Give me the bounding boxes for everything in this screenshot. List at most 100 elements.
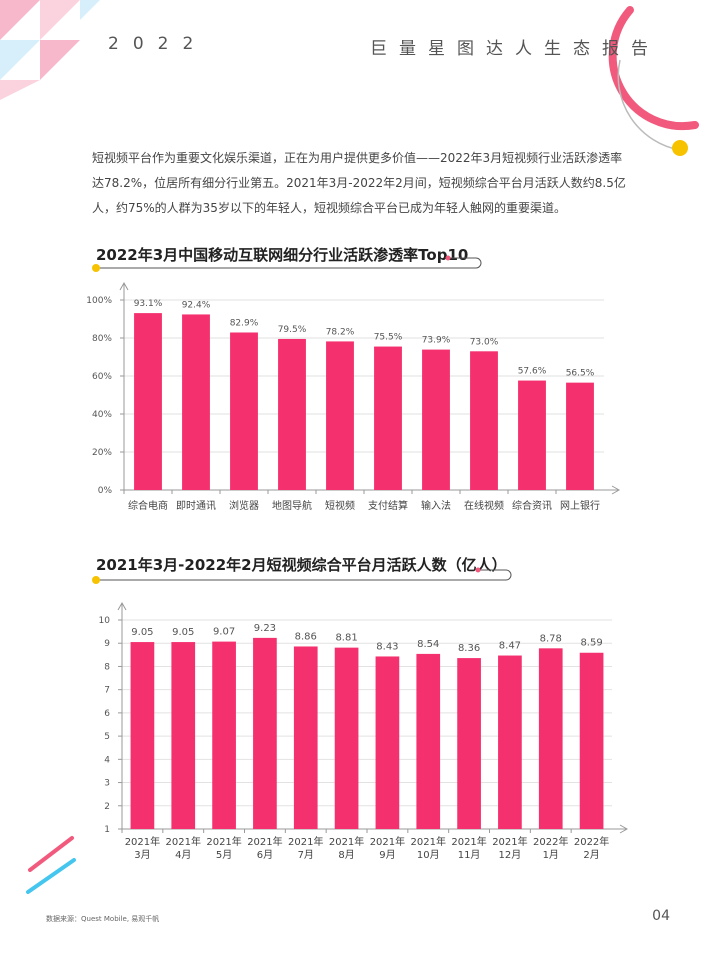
chart2-category-label: 2022年 (533, 835, 568, 848)
chart2-ytick-label: 9 (104, 639, 110, 649)
chart1-bar (182, 314, 210, 490)
chart2-ytick-label: 6 (104, 709, 110, 719)
chart1-ytick-label: 0% (98, 486, 113, 496)
chart2-category-label: 8月 (338, 849, 354, 861)
chart1-category-label: 综合电商 (128, 499, 168, 512)
chart1-ytick-label: 40% (92, 410, 112, 420)
chart1-ytick-label: 60% (92, 372, 112, 382)
chart2-value-label: 9.05 (172, 627, 194, 638)
header-year: 2022 (108, 34, 208, 54)
corner-triangles-decoration (0, 0, 100, 100)
chart2-bar (130, 642, 155, 829)
chart2-category-label: 2月 (583, 849, 599, 861)
chart2-ytick-label: 8 (104, 662, 110, 672)
chart1-value-label: 57.6% (518, 367, 547, 377)
chart2-category-label: 4月 (175, 849, 191, 861)
chart2-category-label: 2021年 (329, 835, 364, 848)
chart2-category-label: 2021年 (492, 835, 527, 848)
chart1-y-axis-arrow (119, 281, 129, 291)
chart2-category-label: 2021年 (125, 835, 160, 848)
chart1-value-label: 73.0% (470, 337, 499, 347)
chart2-value-label: 9.07 (213, 627, 235, 638)
chart2-category-label: 10月 (417, 849, 440, 861)
chart2-category-label: 2021年 (370, 835, 405, 848)
chart2-bar (498, 655, 522, 829)
chart1-category-label: 支付结算 (368, 499, 408, 512)
chart2-category-label: 2021年 (411, 835, 446, 848)
chart2-ytick-label: 2 (104, 802, 110, 812)
chart1-category-label: 网上银行 (560, 499, 600, 512)
corner-strokes-decoration (26, 836, 76, 894)
chart1-category-label: 即时通讯 (176, 500, 216, 512)
chart2-value-label: 8.36 (458, 643, 480, 654)
chart2-category-label: 2021年 (166, 835, 201, 848)
chart2-bar (293, 646, 318, 829)
chart1-bar (470, 351, 498, 490)
chart2-y-axis-arrow (117, 601, 127, 611)
chart2-category-label: 12月 (499, 849, 522, 861)
chart2-bar (538, 648, 563, 829)
header-title: 巨量星图达人生态报告 (370, 39, 660, 59)
chart2-x-axis-arrow (619, 824, 629, 834)
chart2-value-label: 8.78 (540, 633, 562, 644)
chart1-value-label: 75.5% (374, 333, 403, 343)
chart2-category-label: 2021年 (247, 835, 282, 848)
chart2-category-label: 2022年 (574, 835, 609, 848)
chart2-value-label: 8.86 (295, 631, 317, 642)
chart2-ytick-label: 7 (104, 686, 110, 696)
chart1-bar (230, 332, 258, 490)
intro-paragraph: 短视频平台作为重要文化娱乐渠道，正在为用户提供更多价值——2022年3月短视频行… (92, 151, 626, 215)
page-number: 04 (652, 908, 670, 924)
chart2-category-label: 5月 (216, 849, 232, 861)
chart1-category-label: 浏览器 (229, 499, 259, 512)
data-source-note: 数据来源：Quest Mobile, 易观千帆 (46, 915, 160, 923)
chart2-ytick-label: 4 (104, 755, 110, 765)
corner-arc-decoration (608, 6, 699, 156)
chart2-category-label: 3月 (134, 849, 150, 861)
chart1-category-label: 在线视频 (464, 499, 504, 512)
chart2-ytick-label: 3 (104, 779, 110, 789)
chart2-value-label: 8.43 (376, 641, 398, 652)
chart2-category-label: 7月 (298, 849, 314, 861)
chart2-value-label: 8.47 (499, 641, 521, 652)
chart2-category-label: 2021年 (206, 835, 241, 848)
chart2-bar (375, 656, 400, 829)
chart2-category-label: 2021年 (451, 835, 486, 848)
chart2-bar (416, 653, 441, 829)
chart1-bar (566, 382, 594, 490)
chart1-value-label: 79.5% (278, 325, 307, 335)
chart1-value-label: 93.1% (134, 299, 163, 309)
chart2-category-label: 2021年 (288, 835, 323, 848)
chart1-ytick-label: 100% (86, 296, 112, 306)
chart1-category-label: 地图导航 (272, 499, 312, 512)
chart2-value-label: 8.54 (417, 639, 439, 650)
chart2-value-label: 8.59 (580, 638, 602, 649)
chart1-value-label: 92.4% (182, 300, 211, 310)
chart1-value-label: 82.9% (230, 318, 259, 328)
chart2-category-label: 1月 (543, 849, 559, 861)
chart2-bar (212, 641, 236, 829)
chart2-ytick-label: 1 (104, 825, 110, 835)
chart1-bar (374, 346, 402, 490)
chart1-bar (326, 341, 354, 490)
chart2-category-label: 11月 (458, 849, 481, 861)
chart2-title: 2021年3月-2022年2月短视频综合平台月活跃人数（亿人） (96, 556, 507, 574)
chart1-category-label: 综合资讯 (512, 499, 552, 512)
chart1-value-label: 56.5% (566, 369, 595, 379)
chart1-bar (134, 313, 162, 490)
chart1-value-label: 78.2% (326, 327, 355, 337)
chart2-ytick-label: 10 (99, 616, 111, 626)
chart2-title-underline (92, 567, 512, 584)
chart2-bar (253, 637, 277, 829)
chart1-category-label: 输入法 (421, 499, 451, 512)
chart2-bar (334, 647, 359, 829)
chart1-category-label: 短视频 (325, 499, 355, 512)
chart2-category-label: 6月 (257, 849, 273, 861)
chart1-title: 2022年3月中国移动互联网细分行业活跃渗透率Top10 (96, 246, 469, 264)
chart1-value-label: 73.9% (422, 336, 451, 346)
chart1-bar (518, 380, 546, 490)
chart2-ytick-label: 5 (104, 732, 110, 742)
chart1-title-underline (92, 255, 482, 272)
